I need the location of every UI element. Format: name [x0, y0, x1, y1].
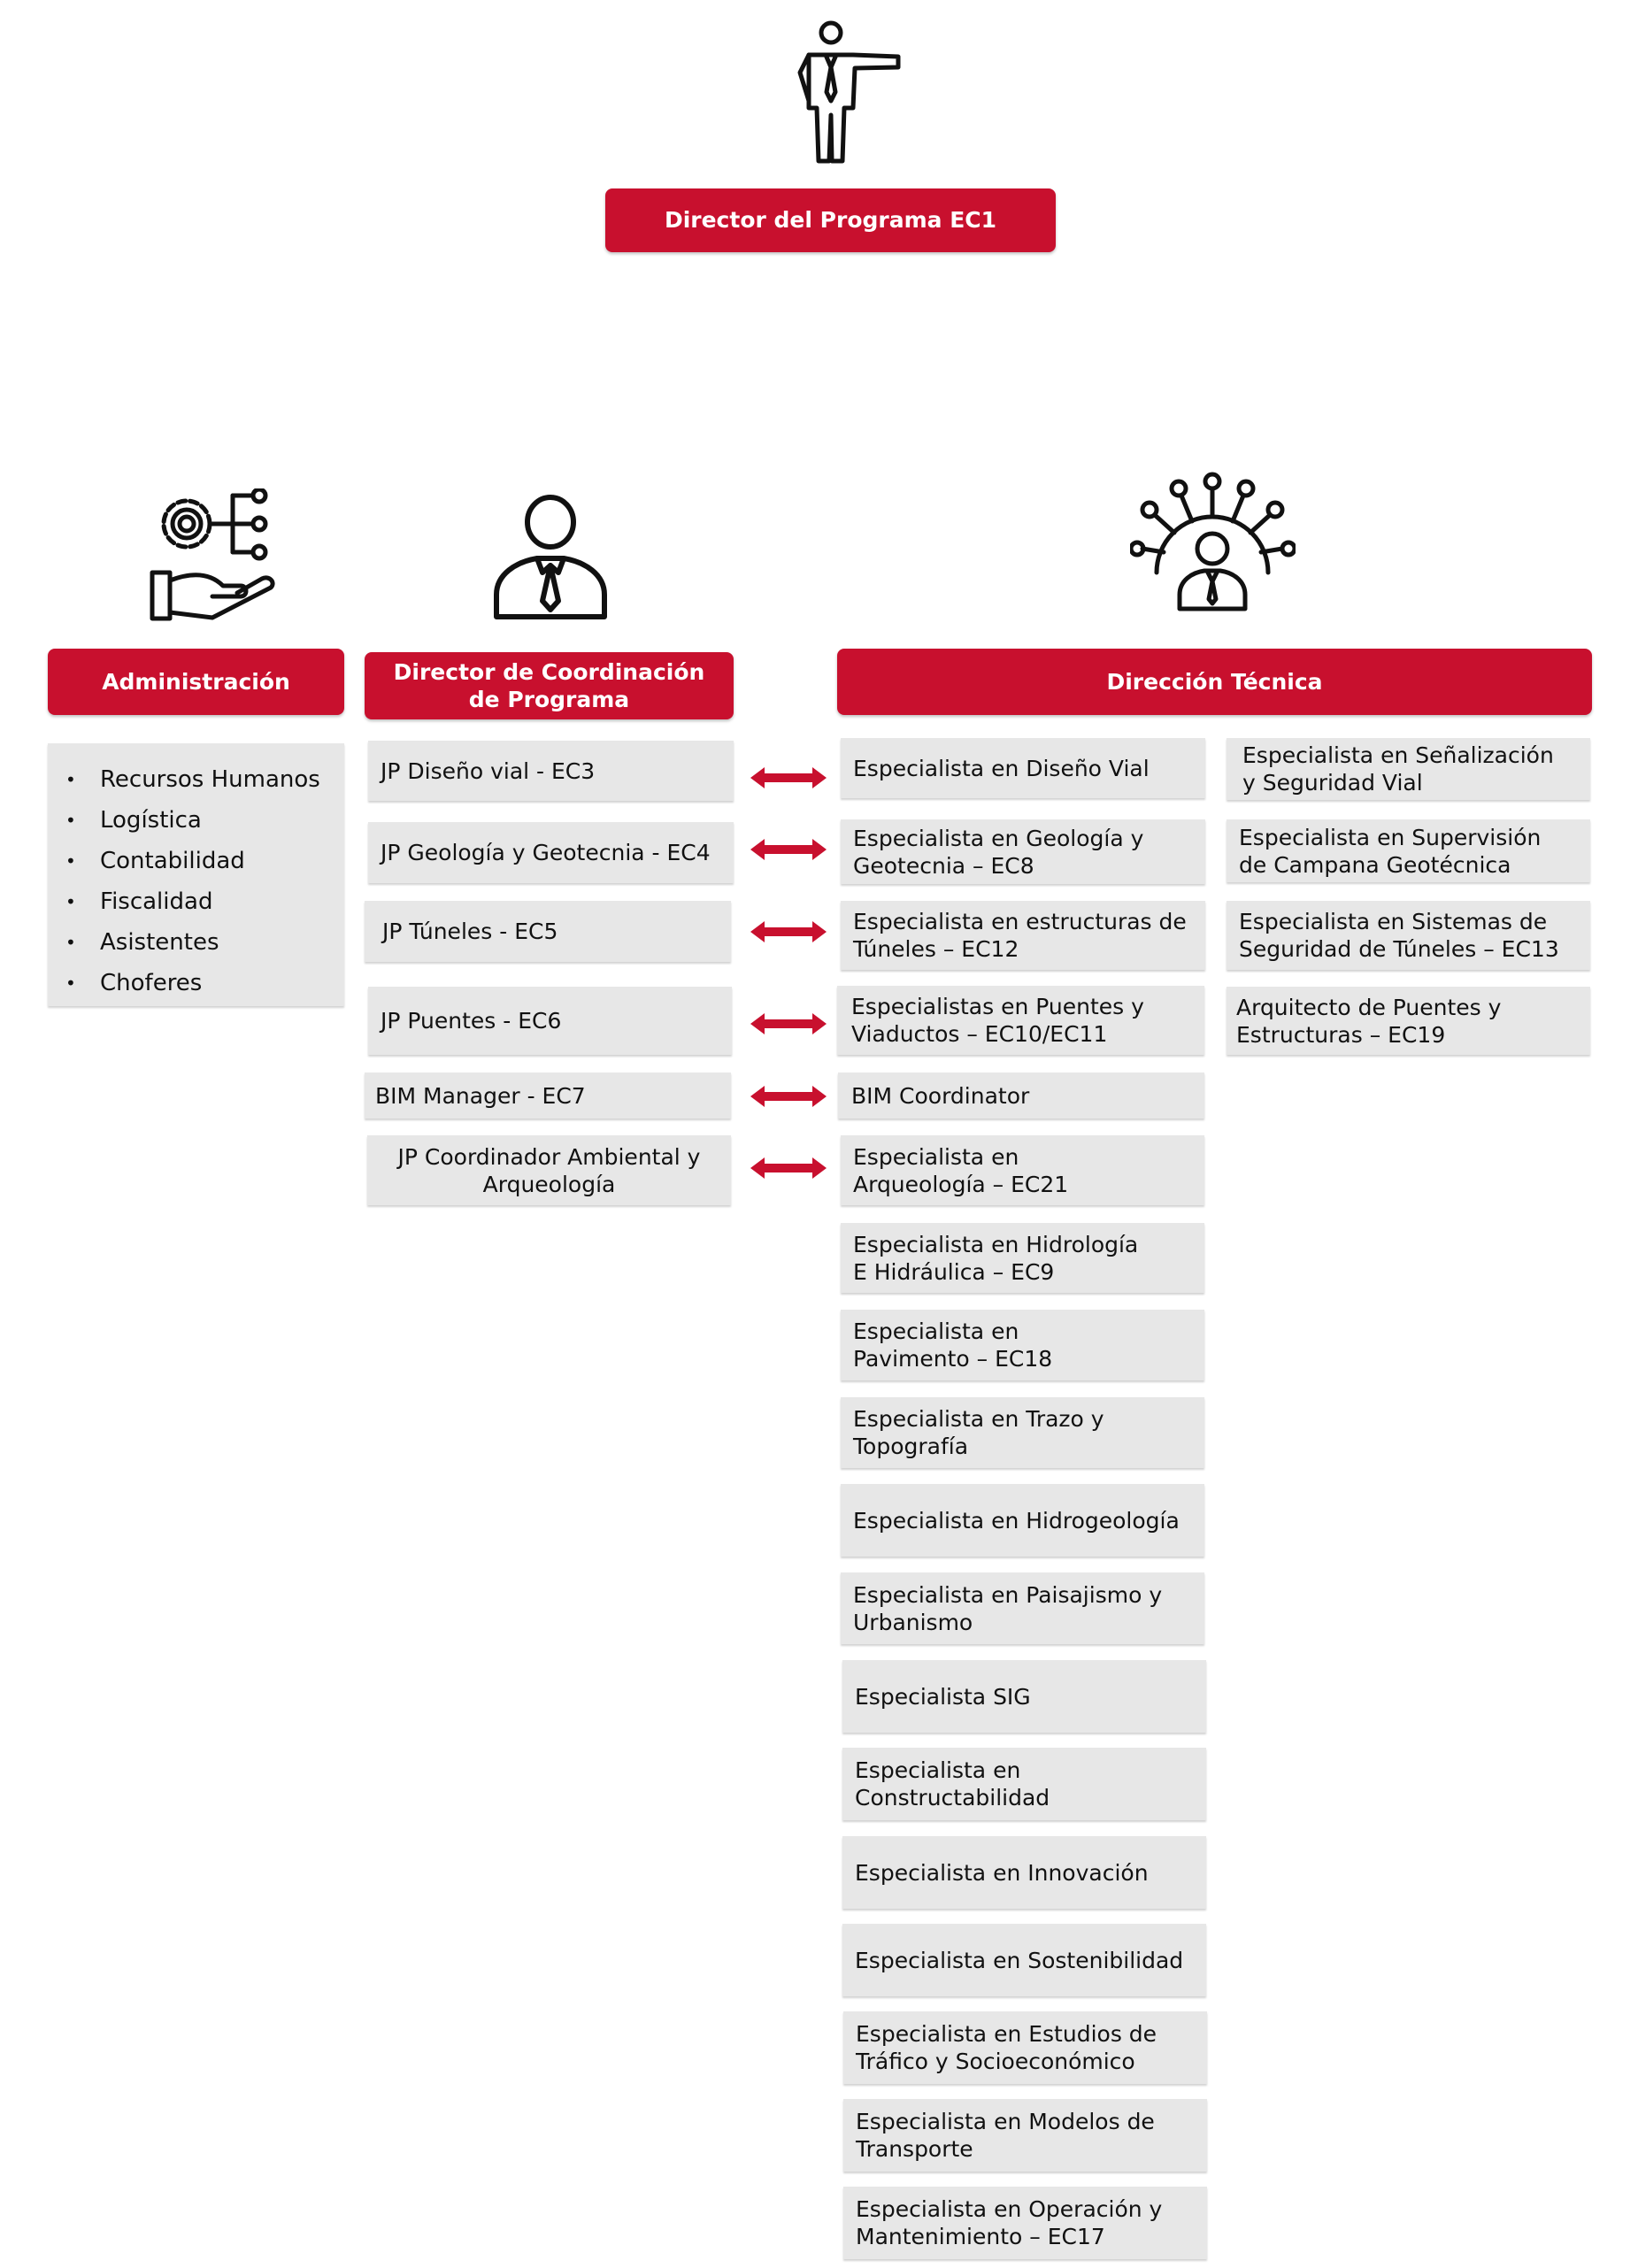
tecnica-item: Especialista en Hidrología E Hidráulica … — [841, 1223, 1204, 1293]
list-item: Contabilidad — [48, 841, 344, 881]
coordinacion-item-label: BIM Manager - EC7 — [375, 1082, 586, 1109]
tecnica-item-label: Especialista en Geología y Geotecnia – E… — [853, 825, 1144, 879]
tecnica-item: Especialistas en Puentes y Viaductos – E… — [837, 986, 1204, 1055]
double-arrow-icon — [750, 1155, 827, 1181]
coordinacion-item-label: JP Diseño vial - EC3 — [381, 757, 596, 784]
tecnica-item-label: Especialista en Trazo y Topografía — [853, 1406, 1104, 1459]
tecnica-item: Especialista en Trazo y Topografía — [841, 1397, 1204, 1468]
tecnica-item: Especialista en Paisajismo y Urbanismo — [841, 1572, 1204, 1644]
tecnica-item-label: Especialista en Sistemas de Seguridad de… — [1239, 909, 1559, 962]
tecnica-item: Especialista en Modelos de Transporte — [843, 2099, 1207, 2172]
coordinacion-item-label: JP Coordinador Ambiental y Arqueología — [397, 1143, 701, 1197]
coordinacion-title: Director de Coordinación de Programa — [393, 658, 705, 712]
list-item: Asistentes — [48, 922, 344, 963]
list-item: Fiscalidad — [48, 881, 344, 922]
tecnica-item-label: Especialista en Supervisión de Campana G… — [1239, 824, 1542, 878]
tecnica-header: Dirección Técnica — [837, 649, 1592, 715]
tecnica-item: Especialista en Supervisión de Campana G… — [1227, 819, 1590, 882]
program-director-title: Director del Programa EC1 — [664, 207, 997, 234]
program-director-header: Director del Programa EC1 — [605, 188, 1056, 252]
coordinacion-item-label: JP Túneles - EC5 — [382, 919, 558, 944]
double-arrow-icon — [750, 919, 827, 945]
tecnica-item: BIM Coordinator — [838, 1072, 1204, 1119]
tecnica-item-label: Especialistas en Puentes y Viaductos – E… — [851, 994, 1144, 1047]
coordinacion-item-label: JP Geología y Geotecnia - EC4 — [381, 840, 711, 865]
tecnica-item: Especialista en Innovación — [842, 1836, 1206, 1909]
tecnica-item-label: Especialista en Innovación — [855, 1859, 1149, 1886]
tecnica-item: Especialista en Señalización y Seguridad… — [1227, 738, 1590, 800]
tecnica-item-label: Especialista en Pavimento – EC18 — [853, 1319, 1053, 1372]
coordinacion-item: JP Diseño vial - EC3 — [368, 741, 734, 801]
administracion-title: Administración — [102, 668, 290, 695]
tecnica-item: Especialista en Sostenibilidad — [842, 1924, 1206, 1996]
coordinacion-item-label: JP Puentes - EC6 — [381, 1008, 562, 1034]
list-item: Recursos Humanos — [48, 759, 344, 800]
double-arrow-icon — [750, 836, 827, 863]
double-arrow-icon — [750, 765, 827, 791]
coordinacion-item: JP Coordinador Ambiental y Arqueología — [367, 1135, 731, 1205]
tecnica-item: Especialista en estructuras de Túneles –… — [841, 901, 1205, 970]
coordinacion-item: JP Geología y Geotecnia - EC4 — [368, 822, 734, 883]
tecnica-item: Especialista en Hidrogeología — [841, 1484, 1204, 1557]
coordinacion-header: Director de Coordinación de Programa — [365, 652, 734, 719]
tecnica-item-label: Especialista SIG — [855, 1683, 1031, 1710]
person-tie-icon — [491, 493, 611, 621]
tecnica-item: Especialista en Arqueología – EC21 — [841, 1135, 1204, 1205]
double-arrow-icon — [750, 1011, 827, 1037]
tecnica-item-label: Especialista en Arqueología – EC21 — [853, 1143, 1069, 1197]
director-pointing-icon — [779, 19, 903, 165]
tecnica-item-label: Especialista en estructuras de Túneles –… — [853, 909, 1187, 962]
tecnica-item: Especialista en Geología y Geotecnia – E… — [841, 819, 1205, 884]
tecnica-item: Especialista en Operación y Mantenimient… — [843, 2187, 1207, 2259]
gear-hand-network-icon — [149, 488, 277, 623]
administracion-list: Recursos Humanos Logística Contabilidad … — [48, 743, 344, 1006]
tecnica-item-label: Especialista en Paisajismo y Urbanismo — [853, 1581, 1163, 1635]
administracion-header: Administración — [48, 649, 344, 715]
tecnica-item-label: BIM Coordinator — [851, 1082, 1030, 1109]
list-item: Choferes — [48, 963, 344, 1003]
tecnica-item: Arquitecto de Puentes y Estructuras – EC… — [1227, 987, 1590, 1055]
coordinacion-item: JP Túneles - EC5 — [365, 901, 731, 962]
person-network-icon — [1130, 471, 1296, 612]
tecnica-item-label: Especialista en Estudios de Tráfico y So… — [856, 2021, 1157, 2074]
tecnica-title: Dirección Técnica — [1106, 668, 1323, 695]
tecnica-item-label: Especialista en Diseño Vial — [853, 755, 1150, 781]
tecnica-item-label: Especialista en Sostenibilidad — [855, 1947, 1184, 1973]
tecnica-item: Especialista en Pavimento – EC18 — [841, 1310, 1204, 1380]
tecnica-item: Especialista en Constructabilidad — [842, 1748, 1206, 1820]
tecnica-item-label: Especialista en Operación y Mantenimient… — [856, 2196, 1163, 2249]
tecnica-item-label: Especialista en Señalización y Seguridad… — [1242, 742, 1554, 796]
tecnica-item-label: Especialista en Hidrología E Hidráulica … — [853, 1231, 1139, 1285]
coordinacion-item: JP Puentes - EC6 — [368, 987, 732, 1055]
tecnica-item-label: Especialista en Constructabilidad — [855, 1757, 1050, 1811]
tecnica-item: Especialista SIG — [842, 1660, 1206, 1733]
list-item: Logística — [48, 800, 344, 841]
double-arrow-icon — [750, 1083, 827, 1110]
tecnica-item-label: Especialista en Modelos de Transporte — [856, 2109, 1155, 2162]
tecnica-item: Especialista en Estudios de Tráfico y So… — [843, 2011, 1207, 2084]
tecnica-item: Especialista en Diseño Vial — [841, 738, 1205, 798]
coordinacion-item: BIM Manager - EC7 — [365, 1072, 731, 1119]
tecnica-item-label: Especialista en Hidrogeología — [853, 1507, 1180, 1534]
tecnica-item-label: Arquitecto de Puentes y Estructuras – EC… — [1236, 994, 1502, 1048]
tecnica-item: Especialista en Sistemas de Seguridad de… — [1227, 901, 1590, 970]
